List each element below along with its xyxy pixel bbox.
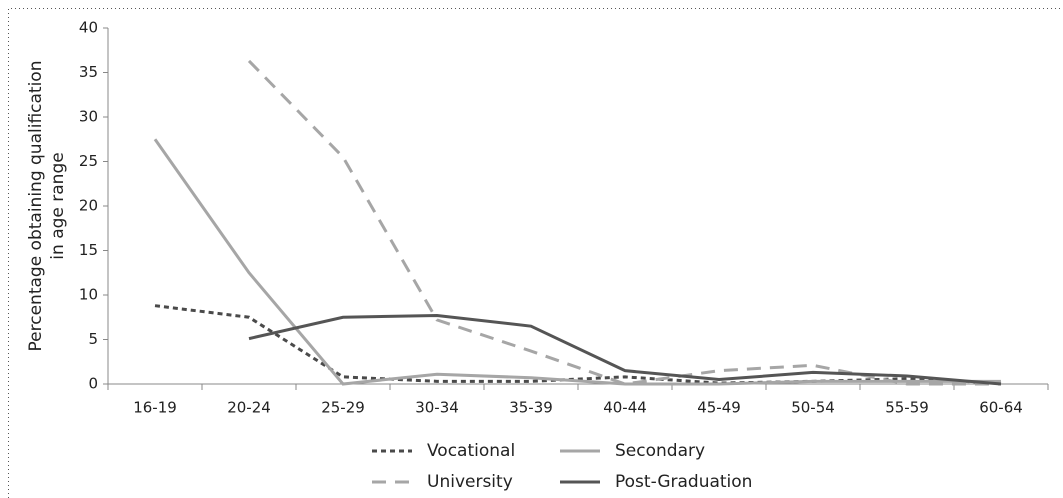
x-tick-label: 45-49 [697,399,741,417]
y-tick-label: 20 [79,197,98,215]
x-tick-label: 30-34 [415,399,459,417]
y-tick-label: 40 [79,19,98,37]
y-tick-label: 0 [88,375,98,393]
series-line [247,59,1001,386]
x-tick-label: 16-19 [133,399,177,417]
series-line [154,304,1002,385]
x-tick-label: 55-59 [885,399,929,417]
legend-label: Secondary [615,441,705,461]
x-tick-label: 20-24 [227,399,271,417]
x-tick-label: 35-39 [509,399,553,417]
x-tick-label: 40-44 [603,399,647,417]
y-tick-label: 15 [79,241,98,259]
y-axis-label: in age range [48,152,68,259]
y-tick-label: 5 [88,330,98,348]
x-tick-label: 25-29 [321,399,365,417]
y-tick-label: 10 [79,286,98,304]
legend-label: Vocational [427,441,515,461]
y-tick-label: 35 [79,63,98,81]
legend-label: University [427,472,513,492]
series-line [248,313,1002,386]
x-tick-label: 60-64 [979,399,1023,417]
legend-label: Post-Graduation [615,472,752,492]
frame [8,8,1063,498]
y-axis-label: Percentage obtaining qualification [26,61,46,352]
y-tick-label: 25 [79,152,98,170]
x-tick-label: 50-54 [791,399,835,417]
y-tick-label: 30 [79,108,98,126]
